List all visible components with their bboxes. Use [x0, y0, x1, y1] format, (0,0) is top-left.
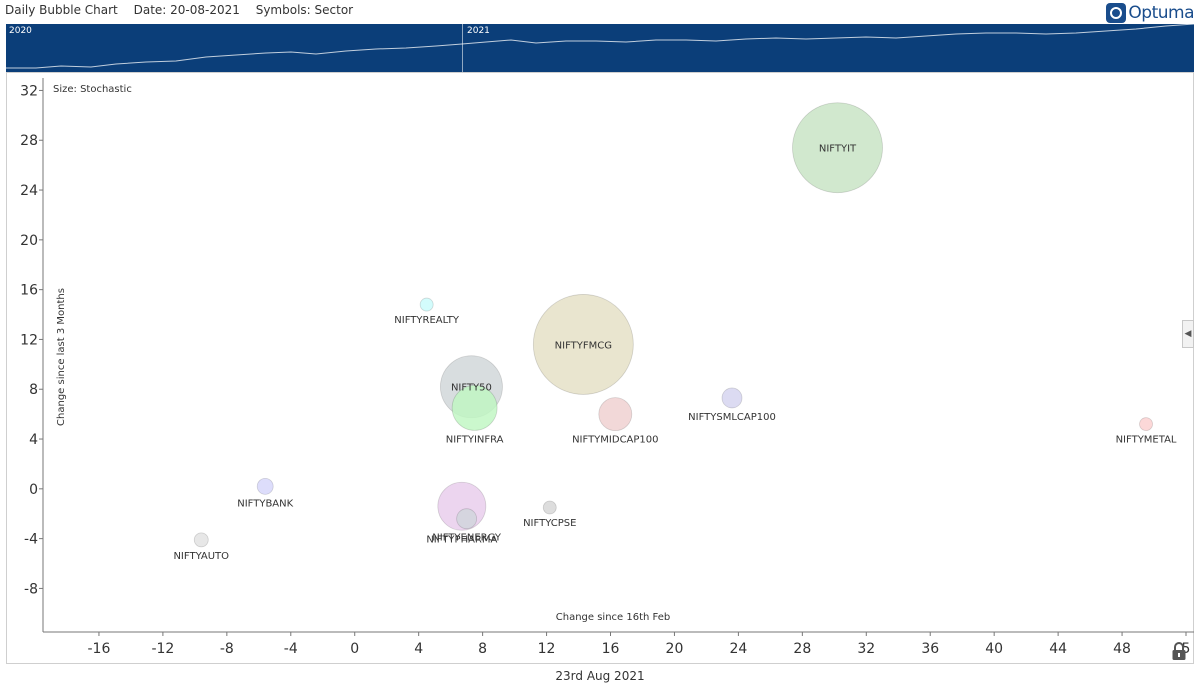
side-panel-toggle[interactable]: ◀ — [1182, 320, 1194, 348]
x-tick-label: 44 — [1049, 641, 1067, 657]
x-tick-label: 28 — [793, 641, 811, 657]
x-tick-label: 0 — [350, 641, 359, 657]
x-tick-label: 4 — [414, 641, 423, 657]
x-axis-ticks: -16 -12 -8 -4 0 4 8 12 16 20 24 28 32 36 40 44 48 5 — [88, 632, 1191, 657]
optuma-logo-icon — [1106, 3, 1127, 23]
bubble-niftyit[interactable] — [792, 102, 883, 194]
x-tick-label: -8 — [220, 641, 234, 657]
size-legend: Size: Stochastic — [53, 84, 132, 95]
y-tick-label: -4 — [24, 532, 38, 548]
x-tick-label: -16 — [88, 641, 111, 657]
footer-date: 23rd Aug 2021 — [555, 669, 645, 683]
x-tick-label: -12 — [151, 641, 174, 657]
bubbles-layer — [193, 102, 1153, 548]
x-tick-label: 16 — [602, 641, 620, 657]
bubble-label-niftyenergy: NIFTYENERGY — [432, 533, 502, 544]
bubble-niftyauto[interactable] — [193, 532, 209, 548]
x-tick-label: 12 — [538, 641, 556, 657]
bubble-label-niftycpse: NIFTYCPSE — [523, 518, 576, 529]
lock-icon[interactable] — [1168, 640, 1190, 662]
bubble-label-niftypharma: NIFTYPHARMA — [426, 534, 497, 545]
x-tick-label: 36 — [921, 641, 939, 657]
bubble-niftymidcap100[interactable] — [598, 397, 633, 432]
overview-price-line — [6, 24, 1194, 69]
bubble-niftyrealty[interactable] — [419, 297, 434, 312]
bubble-niftyfmcg[interactable] — [532, 294, 634, 395]
y-tick-label: 24 — [20, 183, 38, 199]
symbols-label: Symbols: Sector — [255, 3, 354, 17]
bubble-label-niftymetal: NIFTYMETAL — [1116, 435, 1177, 446]
y-tick-label: 8 — [29, 382, 38, 398]
x-tick-label: -4 — [284, 641, 298, 657]
y-tick-label: 16 — [20, 283, 38, 299]
y-tick-label: 32 — [20, 83, 38, 99]
x-tick-label: 5 — [1182, 641, 1191, 657]
bubble-niftyenergy[interactable] — [456, 508, 478, 530]
y-tick-label: -8 — [24, 581, 38, 597]
chart-type-label: Daily Bubble Chart — [5, 3, 118, 17]
y-tick-label: 12 — [20, 332, 38, 348]
bubble-label-niftybank: NIFTYBANK — [237, 498, 293, 509]
overview-year-divider — [462, 24, 463, 72]
x-tick-label: 40 — [985, 641, 1003, 657]
bubble-niftysmlcap100[interactable] — [721, 387, 743, 409]
y-axis-ticks: -8 -4 0 4 8 12 16 20 24 28 32 — [20, 83, 43, 597]
bubble-label-niftysmlcap100: NIFTYSMLCAP100 — [688, 412, 776, 423]
brand-logo: Optuma — [1106, 2, 1194, 24]
bubble-niftycpse[interactable] — [542, 500, 557, 515]
x-tick-label: 48 — [1113, 641, 1131, 657]
x-tick-label: 32 — [857, 641, 875, 657]
plot-frame — [6, 72, 1194, 664]
y-tick-label: 0 — [29, 482, 38, 498]
x-tick-label: 8 — [478, 641, 487, 657]
brand-name: Optuma — [1128, 3, 1194, 23]
bubble-label-niftymidcap100: NIFTYMIDCAP100 — [572, 435, 658, 446]
bubble-labels-layer: NIFTYIT NIFTYFMCG NIFTY50 NIFTYINFRA NIFTYRE… — [173, 144, 1176, 562]
overview-navigator[interactable]: 2020 2021 — [6, 24, 1194, 72]
x-axis-title: Change since 16th Feb — [556, 612, 671, 623]
overview-year-end: 2021 — [467, 26, 490, 36]
bubble-label-niftyauto: NIFTYAUTO — [173, 551, 229, 562]
y-tick-label: 20 — [20, 233, 38, 249]
y-tick-label: 28 — [20, 133, 38, 149]
header-info: Daily Bubble Chart Date: 20-08-2021 Symb… — [5, 3, 365, 17]
x-tick-label: 24 — [729, 641, 747, 657]
bubble-niftymetal[interactable] — [1139, 417, 1153, 431]
bubble-niftyinfra[interactable] — [451, 385, 498, 431]
bubble-label-niftyfmcg: NIFTYFMCG — [555, 340, 612, 351]
y-tick-label: 4 — [29, 432, 38, 448]
x-tick-label: 20 — [666, 641, 684, 657]
bubble-label-niftyrealty: NIFTYREALTY — [394, 315, 460, 326]
overview-year-start: 2020 — [9, 26, 32, 36]
date-label: Date: 20-08-2021 — [133, 3, 240, 17]
y-axis-title: Change since last 3 Months — [56, 288, 67, 426]
bubble-label-nifty50: NIFTY50 — [451, 383, 492, 394]
chart-header: Daily Bubble Chart Date: 20-08-2021 Symb… — [0, 0, 1200, 24]
bubble-label-niftyinfra: NIFTYINFRA — [446, 434, 504, 445]
bubble-label-niftyit: NIFTYIT — [819, 144, 857, 155]
chevron-left-icon: ◀ — [1184, 329, 1192, 339]
bubble-niftybank[interactable] — [256, 477, 274, 495]
